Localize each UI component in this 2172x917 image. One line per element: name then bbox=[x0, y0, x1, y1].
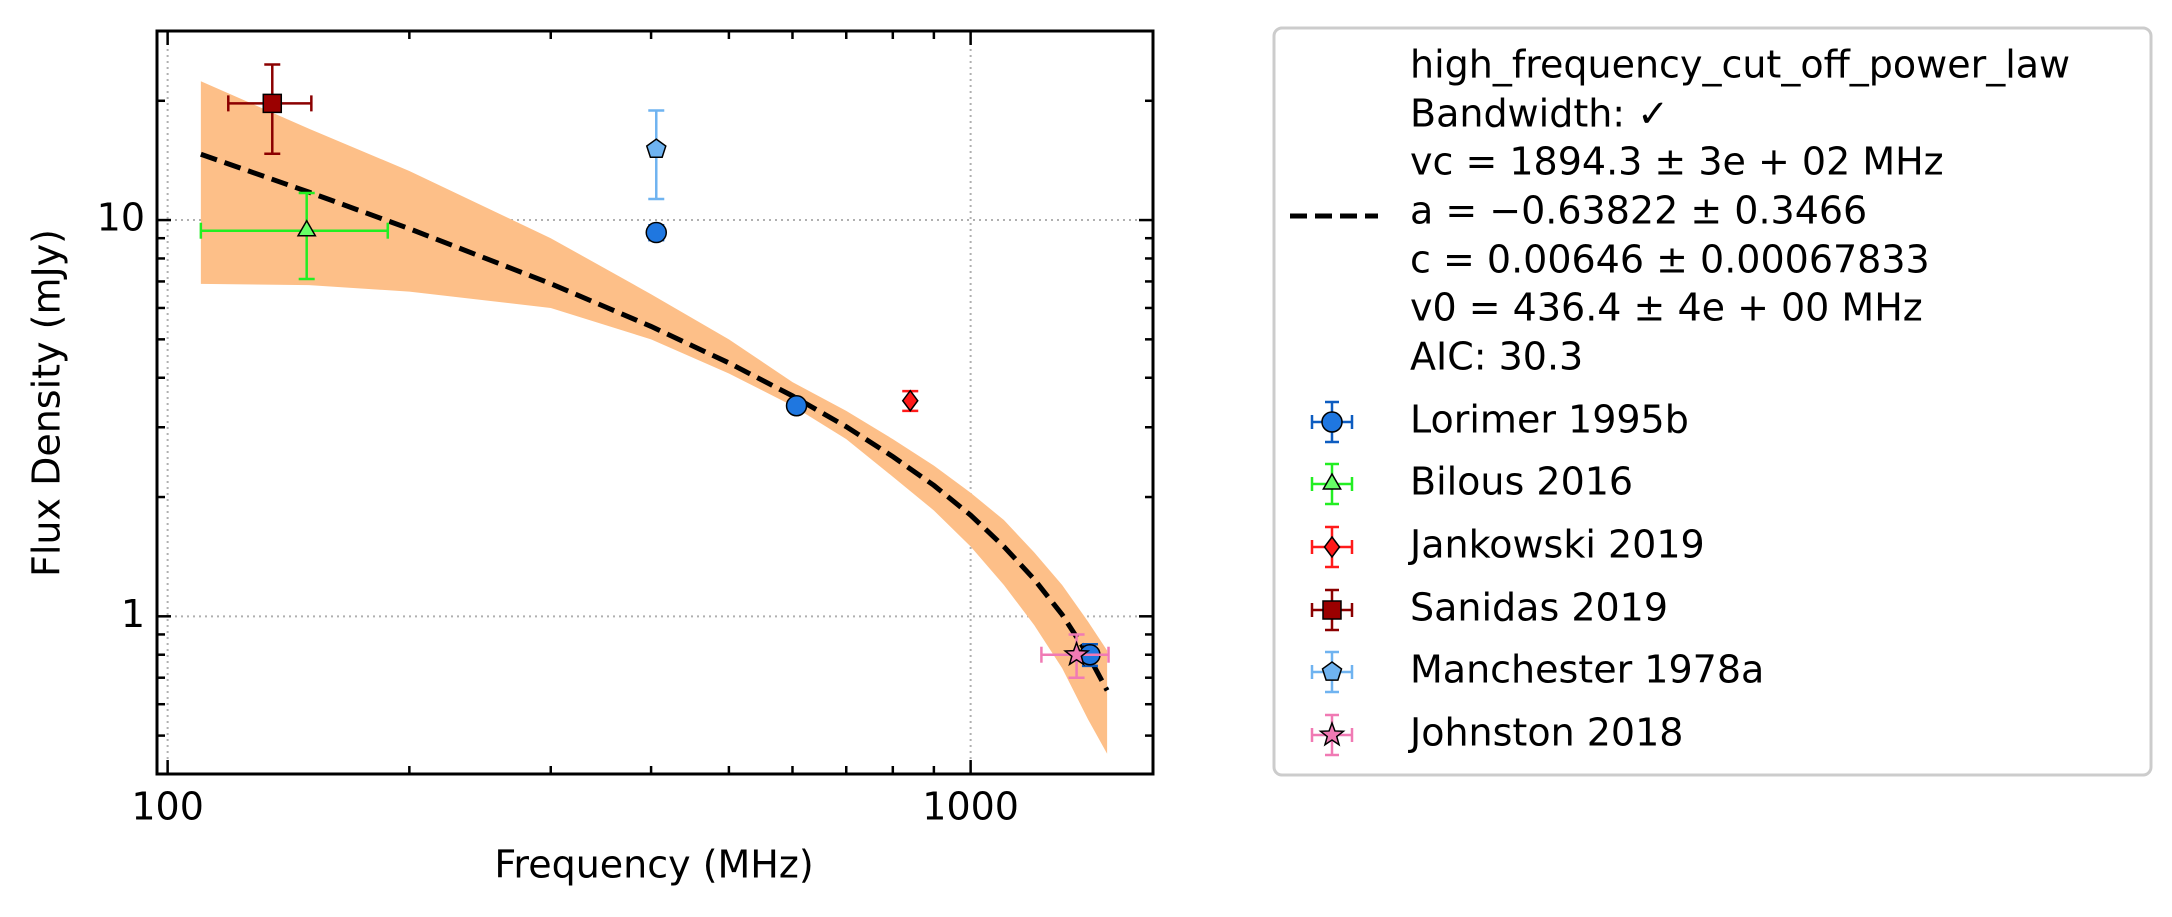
legend-label: Lorimer 1995b bbox=[1410, 398, 1689, 442]
legend-marker bbox=[1323, 535, 1341, 559]
data-point bbox=[901, 389, 919, 412]
y-tick-label: 10 bbox=[97, 196, 145, 240]
legend-label: a = −0.63822 ± 0.3466 bbox=[1410, 189, 1867, 233]
x-axis-label: Frequency (MHz) bbox=[494, 843, 813, 887]
legend-label: v0 = 436.4 ± 4e + 00 MHz bbox=[1410, 286, 1923, 330]
x-tick-label: 1000 bbox=[922, 785, 1019, 829]
legend-label: Sanidas 2019 bbox=[1410, 586, 1668, 630]
confidence-band bbox=[200, 81, 1108, 754]
y-axis-label: Flux Density (mJy) bbox=[25, 229, 69, 577]
legend-label: Jankowski 2019 bbox=[1408, 523, 1705, 567]
legend-marker bbox=[1318, 720, 1346, 747]
fit-line bbox=[200, 151, 1110, 692]
legend-marker bbox=[1322, 600, 1342, 620]
legend-marker bbox=[1321, 411, 1343, 433]
legend-label: AIC: 30.3 bbox=[1410, 335, 1583, 379]
data-point bbox=[1063, 640, 1091, 667]
plot-frame bbox=[155, 29, 1155, 776]
x-tick-label: 100 bbox=[131, 785, 204, 829]
legend-label: vc = 1894.3 ± 3e + 02 MHz bbox=[1410, 140, 1944, 184]
legend-marker bbox=[1321, 661, 1343, 681]
legend-marker bbox=[1322, 472, 1342, 490]
legend-box bbox=[1272, 26, 2153, 777]
legend-label: c = 0.00646 ± 0.00067833 bbox=[1410, 238, 1930, 282]
legend-label: Bilous 2016 bbox=[1410, 460, 1633, 504]
data-point bbox=[645, 138, 667, 158]
data-point bbox=[262, 93, 283, 114]
data-point bbox=[785, 394, 808, 417]
legend-label: Johnston 2018 bbox=[1408, 711, 1683, 755]
data-point bbox=[296, 219, 317, 237]
y-tick-label: 1 bbox=[121, 592, 145, 636]
legend-label: high_frequency_cut_off_power_law bbox=[1410, 43, 2070, 87]
legend-label: Manchester 1978a bbox=[1410, 648, 1764, 692]
legend-label: Bandwidth: ✓ bbox=[1410, 92, 1669, 136]
data-point bbox=[645, 221, 668, 244]
